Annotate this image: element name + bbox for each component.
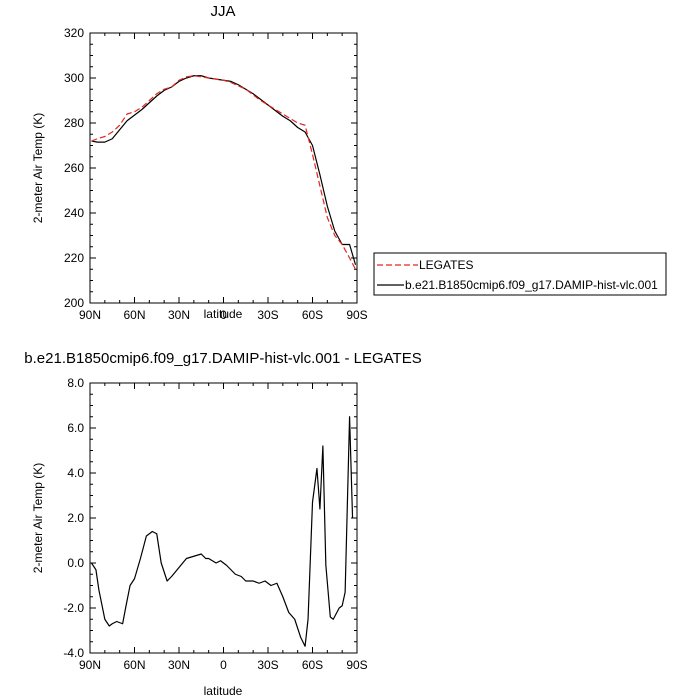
chart-top-frame — [89, 32, 358, 304]
chart-bottom-ytick-label: 2.0 — [67, 511, 84, 525]
chart-bottom-plot-area: 90N 60N 30N 0 30S 60S 90S -4.0 -2.0 0.0 2.0 4.0 6.0 8… — [63, 376, 367, 672]
chart-top-ylabel: 2-meter Air Temp (K) — [31, 113, 45, 223]
chart-top: JJA 2-meter Air Temp (K) latitude 90N 60N… — [31, 3, 667, 322]
chart-top-legend: LEGATES b.e21.B1850cmip6.f09_g17.DAMIP-h… — [373, 252, 667, 296]
chart-top-series-line-legates — [91, 75, 357, 270]
chart-top-ytick-label: 200 — [64, 296, 84, 310]
chart-top-xtick-label: 0 — [220, 308, 227, 322]
chart-bottom-ytick-label: -4.0 — [63, 646, 84, 660]
chart-top-xlabel: latitude — [204, 307, 243, 321]
chart-bottom-title: b.e21.B1850cmip6.f09_g17.DAMIP-hist-vlc.… — [24, 350, 421, 367]
chart-bottom-ytick-label: 8.0 — [67, 376, 84, 390]
chart-top-ytick-label: 260 — [64, 161, 84, 175]
chart-bottom-xlabel: latitude — [204, 684, 243, 698]
chart-top-xtick-label: 90S — [346, 308, 367, 322]
chart-bottom-xtick-label: 90S — [346, 658, 367, 672]
chart-top-xtick-label: 60N — [123, 308, 145, 322]
chart-top-series-line-model — [91, 75, 357, 265]
chart-top-xtick-label: 30S — [257, 308, 278, 322]
chart-top-xtick-label: 60S — [302, 308, 323, 322]
chart-bottom: b.e21.B1850cmip6.f09_g17.DAMIP-hist-vlc.… — [24, 350, 421, 698]
chart-bottom-series-line-model — [90, 416, 354, 647]
chart-bottom-ytick-label: 0.0 — [67, 556, 84, 570]
legend-frame — [373, 252, 667, 296]
chart-bottom-xtick-label: 30N — [168, 658, 190, 672]
chart-bottom-ytick-label: 4.0 — [67, 466, 84, 480]
chart-top-ytick-label: 300 — [64, 71, 84, 85]
legend-label-model: b.e21.B1850cmip6.f09_g17.DAMIP-hist-vlc.… — [405, 278, 658, 292]
chart-top-ytick-label: 220 — [64, 251, 84, 265]
chart-top-xtick-label: 90N — [79, 308, 101, 322]
chart-bottom-ylabel: 2-meter Air Temp (K) — [31, 463, 45, 573]
chart-bottom-frame — [89, 382, 358, 654]
chart-top-ytick-label: 320 — [64, 26, 84, 40]
chart-bottom-xtick-label: 60S — [302, 658, 323, 672]
chart-bottom-ytick-label: -2.0 — [63, 601, 84, 615]
chart-top-ytick-label: 240 — [64, 206, 84, 220]
chart-bottom-ytick-label: 6.0 — [67, 421, 84, 435]
chart-bottom-xtick-label: 30S — [257, 658, 278, 672]
chart-top-title: JJA — [210, 3, 235, 20]
chart-bottom-xtick-label: 0 — [220, 658, 227, 672]
chart-bottom-xtick-label: 90N — [79, 658, 101, 672]
chart-top-xtick-label: 30N — [168, 308, 190, 322]
chart-top-ytick-label: 280 — [64, 116, 84, 130]
chart-top-plot-area: 90N 60N 30N 0 30S 60S 90S 200 220 240 260 280 300 320 — [64, 26, 368, 322]
legend-label-legates: LEGATES — [419, 258, 473, 272]
chart-bottom-xtick-label: 60N — [123, 658, 145, 672]
